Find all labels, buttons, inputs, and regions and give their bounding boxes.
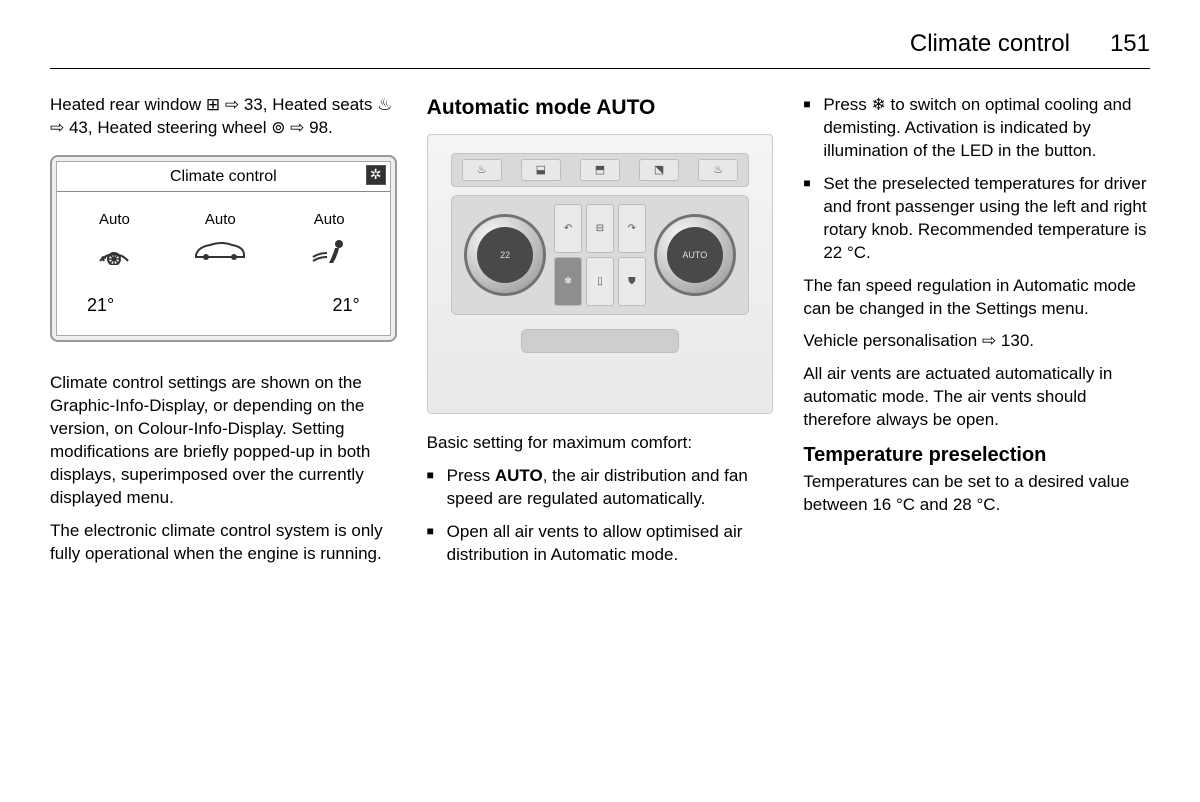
col2-caption: Basic setting for maximum comfort: (427, 432, 774, 455)
col3-para1: The fan speed regulation in Automatic mo… (803, 275, 1150, 321)
dial-inner: AUTO (667, 227, 723, 283)
display-item-car: Auto (192, 210, 248, 270)
display-item-label: Auto (192, 210, 248, 230)
page-number: 151 (1110, 30, 1150, 58)
bullet-item: Set the preselected temperatures for dri… (803, 173, 1150, 265)
page-header: Climate control 151 (50, 30, 1150, 69)
climate-display-inner: Climate control ✲ Auto Auto (56, 161, 391, 336)
top-button: ⬔ (639, 159, 679, 181)
panel-vent (521, 329, 679, 353)
temp-preselection-heading: Temperature preselection (803, 442, 1150, 469)
col3-bullets: Press ❄ to switch on optimal cooling and… (803, 94, 1150, 265)
climate-display: Climate control ✲ Auto Auto (50, 155, 397, 342)
temp-left: 21° (87, 293, 114, 317)
display-item-fan: Auto (97, 210, 131, 270)
panel-top-row: ♨ ⬓ ⬒ ⬔ ♨ (451, 153, 749, 187)
display-temps: 21° 21° (57, 285, 390, 335)
col2-bullets: Press AUTO, the air distribution and fan… (427, 465, 774, 567)
climate-panel-photo: ♨ ⬓ ⬒ ⬔ ♨ 22 ↶ ⊟ ↷ ❄ ▯ ⛊ AUTO (427, 134, 774, 414)
center-button: ❄ (554, 257, 582, 306)
display-item-person: Auto (309, 210, 349, 270)
right-dial: AUTO (654, 214, 736, 296)
car-icon (192, 237, 248, 267)
person-airflow-icon (309, 237, 349, 271)
left-dial: 22 (464, 214, 546, 296)
top-button: ⬒ (580, 159, 620, 181)
column-3: Press ❄ to switch on optimal cooling and… (803, 94, 1150, 577)
col1-para2: The electronic climate control system is… (50, 520, 397, 566)
center-button: ↷ (618, 204, 646, 253)
center-button: ⛊ (618, 257, 646, 306)
top-button: ♨ (462, 159, 502, 181)
dial-inner: 22 (477, 227, 533, 283)
top-button: ♨ (698, 159, 738, 181)
display-body: Auto Auto Auto (57, 192, 390, 284)
display-header: Climate control ✲ (57, 162, 390, 193)
display-item-label: Auto (309, 210, 349, 230)
display-item-label: Auto (97, 210, 131, 230)
bullet-item: Press AUTO, the air distribution and fan… (427, 465, 774, 511)
bullet-item: Press ❄ to switch on optimal cooling and… (803, 94, 1150, 163)
center-button: ▯ (586, 257, 614, 306)
temp-right: 21° (332, 293, 359, 317)
col1-para1: Climate control settings are shown on th… (50, 372, 397, 510)
column-2: Automatic mode AUTO ♨ ⬓ ⬒ ⬔ ♨ 22 ↶ ⊟ ↷ ❄… (427, 94, 774, 577)
top-button: ⬓ (521, 159, 561, 181)
col3-para2: Vehicle personalisation ⇨ 130. (803, 330, 1150, 353)
center-button: ⊟ (586, 204, 614, 253)
header-title: Climate control (910, 30, 1070, 58)
center-buttons: ↶ ⊟ ↷ ❄ ▯ ⛊ (554, 204, 646, 306)
intro-text: Heated rear window ⊞ ⇨ 33, Heated seats … (50, 94, 397, 140)
content-columns: Heated rear window ⊞ ⇨ 33, Heated seats … (50, 94, 1150, 577)
bullet-item: Open all air vents to allow optimised ai… (427, 521, 774, 567)
gear-icon: ✲ (366, 165, 386, 185)
col3-para4: Temperatures can be set to a desired val… (803, 471, 1150, 517)
column-1: Heated rear window ⊞ ⇨ 33, Heated seats … (50, 94, 397, 577)
col3-para3: All air vents are actuated automatically… (803, 363, 1150, 432)
automatic-mode-heading: Automatic mode AUTO (427, 94, 774, 122)
panel-mid-row: 22 ↶ ⊟ ↷ ❄ ▯ ⛊ AUTO (451, 195, 749, 315)
display-title: Climate control (170, 166, 277, 188)
center-button: ↶ (554, 204, 582, 253)
fan-icon (97, 237, 131, 269)
